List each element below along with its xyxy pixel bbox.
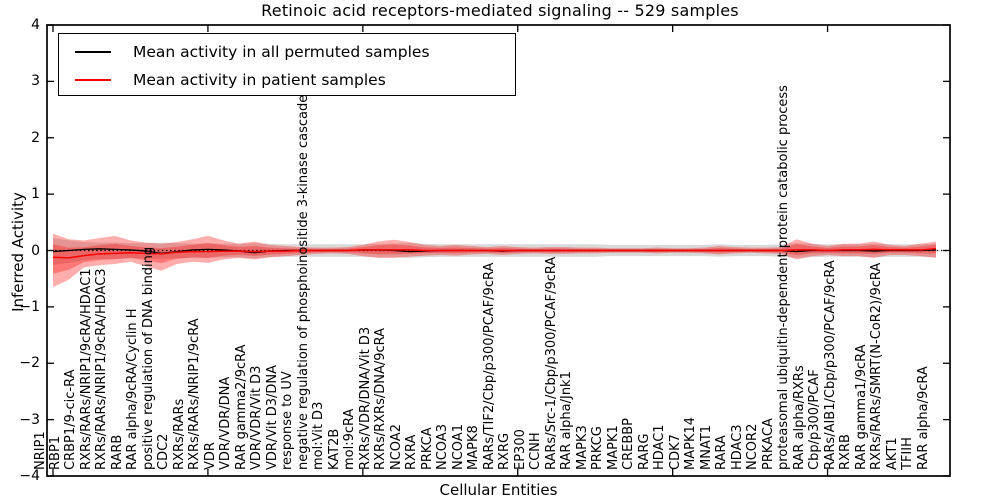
x-category-label: RAR alpha/RXRs <box>791 365 807 470</box>
legend-label: Mean activity in all permuted samples <box>133 43 430 61</box>
x-category-label: positive regulation of DNA binding <box>140 246 156 470</box>
x-axis-label: Cellular Entities <box>439 481 558 499</box>
x-category-label: mol:Vit D3 <box>311 401 327 470</box>
band-permuted <box>53 238 936 266</box>
x-category-label: RAR alpha/9cRA/Cyclin H <box>125 308 141 470</box>
x-category-label: RXRs/RARs/SMRT(N-CoR2)/9cRA <box>869 262 885 470</box>
x-category-label: CCNH <box>528 432 544 470</box>
y-tick-label: 0 <box>31 242 40 259</box>
x-category-label: PRKCA <box>419 427 435 470</box>
x-category-label: RARB <box>109 434 125 470</box>
x-category-label: RARs/AIB1/Cbp/p300/PCAF/9cRA <box>822 260 838 470</box>
x-category-label: RXRs/VDR/DNA/Vit D3 <box>357 326 373 470</box>
x-category-label: RBP1 <box>47 435 63 470</box>
x-category-label: RXRG <box>497 432 513 470</box>
x-category-label: RARG <box>636 433 652 470</box>
x-category-label: RARA <box>714 435 730 470</box>
x-category-label: Cbp/p300/PCAF <box>807 369 823 470</box>
x-category-label: RXRs/RARs/NRIP1/9cRA/HDAC3 <box>94 268 110 470</box>
x-category-label: VDR <box>202 442 218 470</box>
x-category-label: RXRs/RXRs/DNA/9cRA <box>373 327 389 470</box>
x-category-label: RXRs/RARs <box>171 398 187 470</box>
x-category-label: RXRs/RARs/NRIP1/9cRA <box>187 318 203 470</box>
y-tick-label: −2 <box>19 355 40 372</box>
y-tick-label: −3 <box>19 411 40 428</box>
x-category-label: NCOA1 <box>450 424 466 470</box>
x-category-label: CREBBP <box>621 418 637 470</box>
x-category-label: MAPK14 <box>683 416 699 470</box>
x-category-label: response to UV <box>280 371 296 470</box>
x-category-label: RAR gamma2/9cRA <box>233 344 249 470</box>
x-category-label: CDC2 <box>156 433 172 470</box>
line-mean-patient <box>52 248 937 259</box>
legend: Mean activity in all permuted samples Me… <box>58 33 516 96</box>
x-category-label: RAR gamma1/9cRA <box>853 344 869 470</box>
x-category-label: NCOA2 <box>388 424 404 470</box>
x-category-label: RARs/Src-1/Cbp/p300/PCAF/9cRA <box>543 256 559 470</box>
x-category-label: VDR/Vit D3/DNA <box>264 364 280 470</box>
x-category-label: VDR/VDR/Vit D3 <box>249 365 265 470</box>
x-category-label: CRBP1/9-cic-RA <box>63 369 79 470</box>
x-category-label: MAPK1 <box>605 425 621 470</box>
x-category-label: PRKCG <box>590 426 606 470</box>
legend-label: Mean activity in patient samples <box>133 71 386 89</box>
x-category-label: CDK7 <box>667 434 683 470</box>
x-category-label: AKT1 <box>884 437 900 470</box>
x-category-label: KAT2B <box>326 428 342 470</box>
legend-item-patient: Mean activity in patient samples <box>59 67 386 93</box>
x-category-label: RXRA <box>404 434 420 470</box>
y-tick-label: 1 <box>31 186 40 203</box>
legend-line-sample-permuted <box>75 51 111 53</box>
x-category-label: HDAC3 <box>729 424 745 470</box>
x-category-label: MAPK3 <box>574 425 590 470</box>
x-category-label: NCOA3 <box>435 424 451 470</box>
band-patient-outer <box>53 233 936 288</box>
x-category-label: mol:9cRA <box>342 408 358 470</box>
y-tick-label: −4 <box>19 468 40 484</box>
x-category-label: RARs/TIF2/Cbp/p300/PCAF/9cRA <box>481 262 497 470</box>
legend-line-sample-patient <box>75 79 111 81</box>
chart-title: Retinoic acid receptors-mediated signali… <box>261 1 739 20</box>
y-tick-label: 2 <box>31 129 40 146</box>
x-category-label: PRKACA <box>760 418 776 470</box>
x-category-label: RXRB <box>838 434 854 470</box>
x-category-label: MNAT1 <box>698 424 714 470</box>
x-category-label: TFIIH <box>900 437 915 470</box>
y-tick-label: 4 <box>31 17 40 33</box>
x-category-label: RAR alpha/Jnk1 <box>559 371 575 470</box>
y-tick-label: 3 <box>31 73 40 90</box>
x-category-label: EP300 <box>512 429 528 470</box>
x-category-label: NRIP1 <box>32 431 48 470</box>
legend-item-permuted: Mean activity in all permuted samples <box>59 39 430 65</box>
x-category-label: HDAC1 <box>652 424 668 470</box>
x-category-label: proteasomal ubiquitin-dependent protein … <box>776 85 792 470</box>
x-category-label: VDR/VDR/DNA <box>218 376 234 470</box>
y-axis-label: Inferred Activity <box>9 192 27 312</box>
x-category-label: MAPK8 <box>466 425 482 470</box>
x-category-label: RXRs/RARs/NRIP1/9cRA/HDAC1 <box>78 268 94 470</box>
y-tick-label: −1 <box>19 298 40 315</box>
x-category-label: NCOR2 <box>745 423 761 470</box>
x-category-label: RAR alpha/9cRA <box>915 366 931 470</box>
x-category-label: negative regulation of phosphoinositide … <box>295 94 311 470</box>
